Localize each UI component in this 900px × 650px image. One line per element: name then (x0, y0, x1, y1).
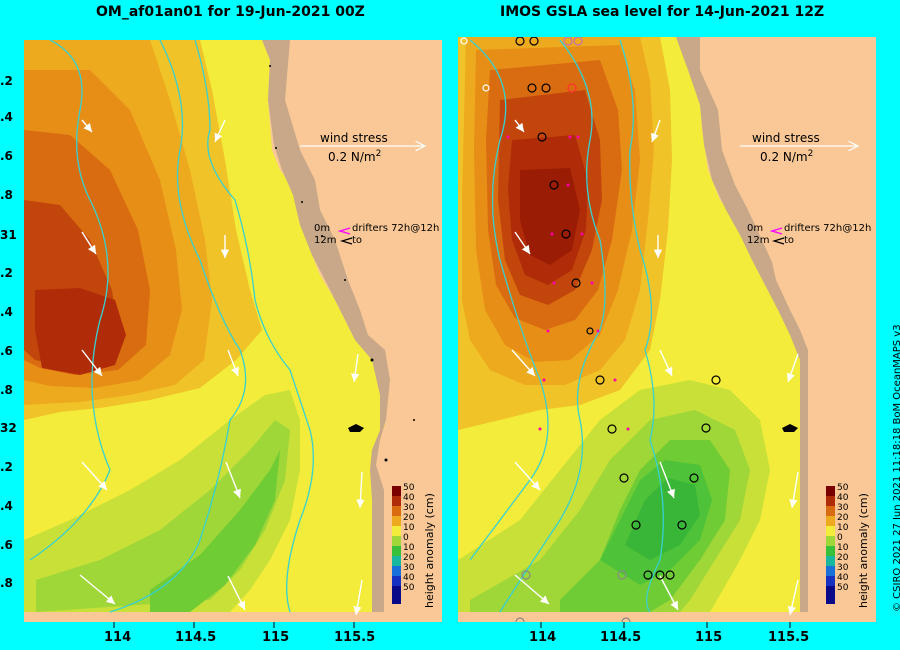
observation-markers (460, 37, 721, 622)
right-map-title: IMOS GSLA sea level for 14-Jun-2021 12Z (500, 4, 825, 20)
colorbar-tick: 40 (837, 493, 849, 503)
right-colorbar (826, 486, 835, 604)
colorbar-tick: 10 (403, 523, 415, 533)
colorbar-tick: 20 (837, 513, 849, 523)
colorbar-tick: 10 (837, 543, 849, 553)
y-tick-label: .4 (0, 110, 13, 124)
colorbar-tick: 20 (403, 553, 415, 563)
y-tick-label: .6 (0, 538, 13, 552)
left-map: wind stress 0.2 N/m2 0m drifters 72h@12h… (24, 40, 442, 622)
left-x-tick-label: 114.5 (175, 630, 217, 645)
y-tick-label: 31 (0, 228, 17, 242)
colorbar-tick: 50 (403, 583, 415, 593)
right-drifter-to: to (784, 235, 794, 246)
colorbar-tick: 50 (837, 583, 849, 593)
left-x-tick-label: 115 (262, 630, 290, 645)
colorbar-tick: 30 (403, 503, 415, 513)
colorbar-tick: 20 (837, 553, 849, 563)
colorbar-tick: 0 (403, 533, 409, 543)
y-tick-label: .8 (0, 576, 13, 590)
y-tick-label: .2 (0, 460, 13, 474)
y-tick-label: .2 (0, 74, 13, 88)
right-x-tick-label: 115 (695, 630, 723, 645)
left-drifter-to: to (352, 235, 362, 246)
left-wind-label: wind stress (320, 131, 388, 145)
colorbar-tick: 50 (837, 483, 849, 493)
y-tick-label: .4 (0, 499, 13, 513)
left-map-title: OM_af01an01 for 19-Jun-2021 00Z (96, 4, 365, 20)
left-x-tick-label: 114 (104, 630, 132, 645)
colorbar-tick: 0 (837, 533, 843, 543)
colorbar-tick: 30 (837, 503, 849, 513)
colorbar-title: height anomaly (cm) (857, 493, 870, 608)
y-tick-label: .8 (0, 383, 13, 397)
colorbar-tick: 40 (403, 573, 415, 583)
colorbar-tick: 10 (837, 523, 849, 533)
left-drifters-label: drifters 72h@12h (352, 223, 439, 234)
y-tick-label: .2 (0, 266, 13, 280)
colorbar-title: height anomaly (cm) (423, 493, 436, 608)
right-drifter-depth-bottom: 12m (747, 235, 769, 246)
right-map: wind stress 0.2 N/m2 0m drifters 72h@12h… (458, 37, 876, 622)
y-tick-label: .8 (0, 188, 13, 202)
colorbar-tick: 40 (837, 573, 849, 583)
colorbar-tick: 50 (403, 483, 415, 493)
right-x-tick-label: 114 (529, 630, 557, 645)
y-tick-label: .6 (0, 344, 13, 358)
right-drifter-depth-top: 0m (747, 223, 763, 234)
left-colorbar (392, 486, 401, 604)
right-wind-value: 0.2 N/m2 (760, 149, 813, 164)
y-tick-label: 32 (0, 421, 17, 435)
right-x-tick-label: 114.5 (600, 630, 642, 645)
left-x-tick-label: 115.5 (334, 630, 376, 645)
colorbar-tick: 40 (403, 493, 415, 503)
colorbar-tick: 30 (403, 563, 415, 573)
y-tick-label: .4 (0, 305, 13, 319)
colorbar-tick: 30 (837, 563, 849, 573)
left-wind-value: 0.2 N/m2 (328, 149, 381, 164)
y-tick-label: .6 (0, 149, 13, 163)
left-drifter-depth-top: 0m (314, 223, 330, 234)
left-drifter-depth-bottom: 12m (314, 235, 336, 246)
right-drifters-label: drifters 72h@12h (784, 223, 871, 234)
right-wind-label: wind stress (752, 131, 820, 145)
right-x-tick-label: 115.5 (768, 630, 810, 645)
copyright-notice: © CSIRO 2021 27 Jun 2021 11:18:18 BoM Oc… (892, 324, 900, 612)
colorbar-tick: 20 (403, 513, 415, 523)
colorbar-tick: 10 (403, 543, 415, 553)
